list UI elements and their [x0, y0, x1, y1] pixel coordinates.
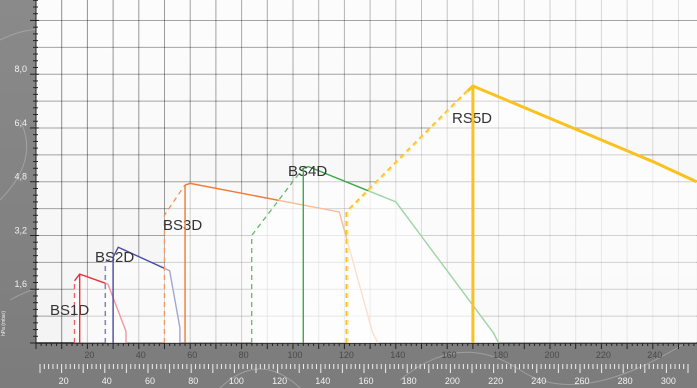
y-tick-label: 8,0	[14, 64, 27, 74]
series-area	[346, 85, 697, 344]
series-label: BS2D	[95, 249, 134, 266]
x-tick-label-lower: 220	[488, 376, 503, 386]
x-tick-label-lower: 120	[272, 376, 287, 386]
x-tick-label-upper: 140	[390, 350, 405, 360]
x-tick-label-lower: 280	[618, 376, 633, 386]
x-tick-label-upper: 220	[596, 350, 611, 360]
y-tick-label: 1,6	[14, 279, 27, 289]
x-tick-label-lower: 80	[188, 376, 198, 386]
series-label: BS4D	[288, 163, 327, 180]
series-area	[105, 247, 180, 343]
x-tick-label-upper: 120	[339, 350, 354, 360]
y-axis-label: hPa (mbar)	[1, 311, 7, 336]
y-tick-label: 4,8	[14, 172, 27, 182]
x-tick-label-upper: 200	[544, 350, 559, 360]
x-tick-label-upper: 80	[239, 350, 249, 360]
x-tick-label-upper: 100	[287, 350, 302, 360]
x-tick-label-lower: 160	[358, 376, 373, 386]
x-tick-label-lower: 300	[661, 376, 676, 386]
x-tick-label-upper: 180	[493, 350, 508, 360]
x-tick-label-upper: 20	[84, 350, 94, 360]
x-tick-label-upper: 40	[136, 350, 146, 360]
y-axis	[30, 0, 39, 344]
x-tick-label-lower: 140	[315, 376, 330, 386]
x-tick-label-lower: 180	[402, 376, 417, 386]
series-solid-line	[466, 84, 697, 184]
y-tick-label: 6,4	[14, 118, 27, 128]
x-axis-lower-ticks	[39, 364, 689, 373]
x-tick-label-upper: 160	[442, 350, 457, 360]
x-tick-label-lower: 60	[145, 376, 155, 386]
x-tick-label-lower: 260	[574, 376, 589, 386]
x-tick-label-lower: 40	[102, 376, 112, 386]
series-label: BS3D	[163, 217, 202, 234]
x-tick-label-lower: 240	[531, 376, 546, 386]
x-tick-label-lower: 100	[229, 376, 244, 386]
x-tick-label-upper: 240	[647, 350, 662, 360]
x-tick-label-upper: 60	[187, 350, 197, 360]
y-tick-label: 3,2	[14, 225, 27, 235]
x-axis-ticks	[35, 343, 695, 349]
series-dashed-line	[251, 167, 304, 343]
x-tick-label-lower: 20	[59, 376, 69, 386]
series-label: BS1D	[50, 302, 89, 319]
x-tick-label-lower: 200	[445, 376, 460, 386]
